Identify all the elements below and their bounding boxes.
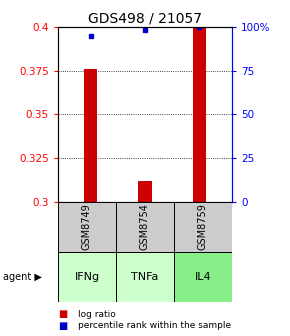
- Text: log ratio: log ratio: [78, 310, 116, 319]
- Bar: [138, 181, 152, 202]
- Text: IL4: IL4: [195, 272, 211, 282]
- Text: TNFa: TNFa: [131, 272, 159, 282]
- Bar: [174, 252, 232, 302]
- Bar: [84, 69, 97, 202]
- Bar: [58, 202, 116, 252]
- Bar: [116, 202, 174, 252]
- Text: ■: ■: [58, 309, 67, 319]
- Bar: [174, 202, 232, 252]
- Bar: [116, 252, 174, 302]
- Text: ■: ■: [58, 321, 67, 331]
- Text: percentile rank within the sample: percentile rank within the sample: [78, 322, 231, 330]
- Text: GSM8759: GSM8759: [198, 203, 208, 250]
- Text: GSM8749: GSM8749: [82, 203, 92, 250]
- Text: GSM8754: GSM8754: [140, 203, 150, 250]
- Text: IFNg: IFNg: [75, 272, 99, 282]
- Title: GDS498 / 21057: GDS498 / 21057: [88, 12, 202, 26]
- Bar: [193, 27, 206, 202]
- Text: agent ▶: agent ▶: [3, 272, 42, 282]
- Bar: [58, 252, 116, 302]
